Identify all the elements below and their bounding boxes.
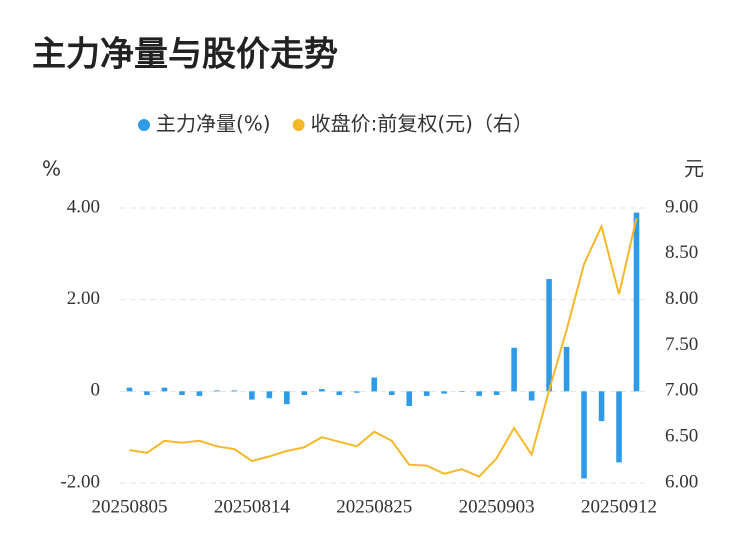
bar [336,391,343,395]
bar [161,387,168,392]
bar [423,391,430,396]
bar [406,391,413,406]
y2-tick-label: 7.50 [665,334,698,355]
bar [581,391,587,479]
x-tick-label: 20250825 [336,496,412,517]
bar [266,391,273,399]
bar [493,391,500,395]
bar [371,377,378,392]
bar [214,390,220,392]
bar [179,391,185,395]
bar [546,279,552,392]
x-tick-label: 20250814 [214,496,291,517]
bar [144,391,150,395]
x-tick-label: 20250903 [459,496,535,517]
y-tick-label: 2.00 [67,288,100,309]
bar [353,391,360,393]
bar [633,212,640,392]
bar [511,347,517,392]
y2-tick-label: 6.00 [665,471,698,492]
x-tick-label: 20250805 [92,496,168,517]
y2-tick-label: 6.50 [665,426,698,447]
legend-label: 主力净量(%) [156,112,271,136]
y2-tick-label: 8.50 [665,242,698,263]
bar [231,390,238,392]
x-tick-label: 20250912 [581,496,657,517]
bar [319,389,325,392]
bar [616,391,622,463]
bar [284,391,290,405]
bar [388,391,395,395]
y2-tick-label: 8.00 [665,288,698,309]
y-tick-label: 4.00 [67,196,100,217]
legend-marker [138,119,150,131]
price-line [129,217,638,478]
y-tick-label: -2.00 [60,471,100,492]
bar [528,391,535,401]
bar [126,387,133,392]
y2-tick-label: 7.00 [665,380,698,401]
legend-label: 收盘价:前复权(元)（右） [311,112,533,136]
legend-marker [292,119,305,131]
bar [598,391,605,422]
chart-title: 主力净量与股价走势 [32,35,338,75]
bar [441,391,447,394]
bar [196,391,203,396]
bar [249,391,255,400]
bar [476,391,482,396]
y-axis-label: % [42,157,61,181]
y2-axis-label: 元 [684,157,704,181]
bar [563,346,570,392]
bar [301,391,308,395]
y-tick-label: 0 [91,380,101,401]
y2-tick-label: 9.00 [665,196,698,217]
bar [458,391,465,392]
